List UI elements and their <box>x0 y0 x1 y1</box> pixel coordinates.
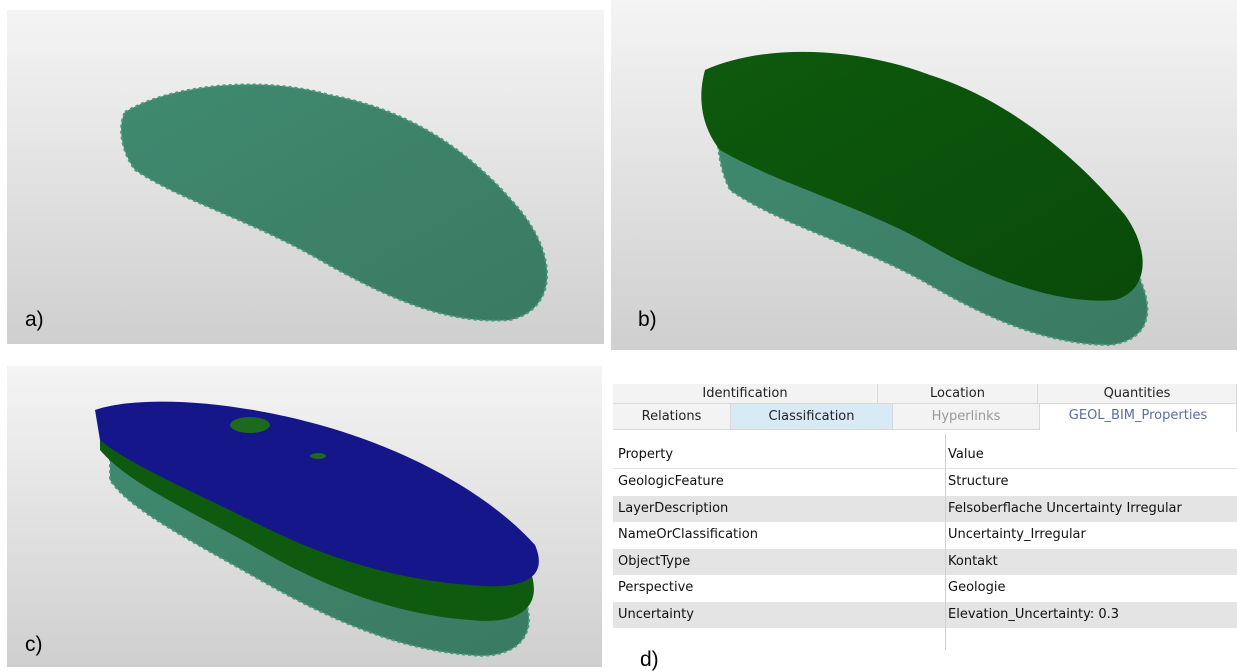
table-cell: NameOrClassification <box>618 527 758 542</box>
table-row: NameOrClassification Uncertainty_Irregula… <box>613 522 1237 548</box>
tab[interactable]: Identification <box>613 384 878 404</box>
table-cell: Felsoberflache Uncertainty Irregular <box>948 501 1182 516</box>
table-cell: Geologie <box>948 580 1005 595</box>
panel-label: c) <box>25 633 43 657</box>
table-cell: Uncertainty <box>618 607 694 622</box>
panel-label: d) <box>640 648 659 672</box>
table-cell: Perspective <box>618 580 693 595</box>
panel-label: a) <box>25 308 44 332</box>
tab[interactable]: Classification <box>731 404 893 430</box>
table-row: GeologicFeature Structure <box>613 469 1237 495</box>
column-divider <box>945 434 946 650</box>
tab[interactable]: Relations <box>613 404 731 430</box>
tab[interactable]: Quantities <box>1038 384 1237 404</box>
header-cell: Property <box>618 447 673 462</box>
table-row: Perspective Geologie <box>613 575 1237 601</box>
table-cell: ObjectType <box>618 554 690 569</box>
panel-label: b) <box>638 308 657 332</box>
table-cell: LayerDescription <box>618 501 728 516</box>
table-row: Uncertainty Elevation_Uncertainty: 0.3 <box>613 602 1237 628</box>
table-cell: Kontakt <box>948 554 998 569</box>
table-row: ObjectType Kontakt <box>613 549 1237 575</box>
tab[interactable]: Location <box>878 384 1038 404</box>
table-cell: Elevation_Uncertainty: 0.3 <box>948 607 1119 622</box>
page: a) b) c) d) Identification Location Quan… <box>0 0 1237 671</box>
table-header: Property Value <box>613 442 1237 469</box>
tab[interactable]: Hyperlinks <box>893 404 1040 430</box>
table-row: LayerDescription Felsoberflache Uncertain… <box>613 496 1237 522</box>
table-cell: GeologicFeature <box>618 474 724 489</box>
table-cell: Structure <box>948 474 1008 489</box>
header-cell: Value <box>948 447 984 462</box>
tab-selected[interactable]: GEOL_BIM_Properties <box>1040 404 1237 432</box>
table-cell: Uncertainty_Irregular <box>948 527 1086 542</box>
